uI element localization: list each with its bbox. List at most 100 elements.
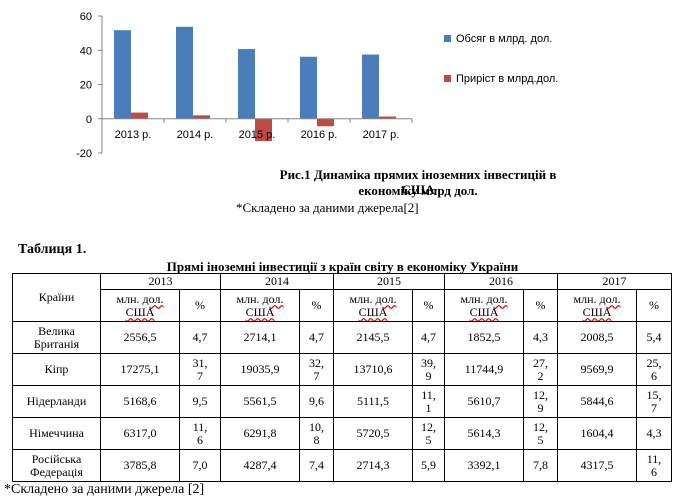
share-value-part: 6: [651, 464, 657, 479]
share-cell: 4,7: [412, 321, 445, 354]
amount-cell: 17275,1: [100, 353, 180, 386]
share-cell: 32, 7: [299, 353, 334, 386]
table-row: Нідерланди 5168,6 9,5 5561,5 9,6 5111,5 11, 1 56…: [12, 385, 672, 418]
share-value-part: 11,: [421, 387, 436, 402]
share-cell: 25, 6: [636, 353, 672, 386]
share-cell: 27, 2: [523, 353, 558, 386]
share-value-part: 8: [313, 432, 320, 447]
share-cell: 7,0: [179, 449, 221, 482]
unit-word: дол.: [486, 291, 508, 306]
country-cell: Велика Британія: [12, 321, 101, 354]
unit-header: млн. дол. США: [557, 289, 637, 322]
share-value-part: 2: [537, 368, 544, 383]
share-cell: 5,9: [412, 449, 445, 482]
percent-header: %: [412, 289, 445, 322]
figure-source-note: *Складено за даними джерела[2]: [236, 200, 419, 215]
share-cell: 12, 5: [523, 417, 558, 450]
unit-word: США: [245, 304, 275, 319]
unit-word: США: [582, 304, 612, 319]
share-cell: 7,8: [523, 449, 558, 482]
share-value-part: 7,4: [309, 458, 324, 472]
share-value-part: 6: [197, 432, 203, 447]
share-cell: 4,3: [523, 321, 558, 354]
amount-cell: 5720,5: [333, 417, 413, 450]
category-label: 2015 р.: [239, 129, 276, 141]
unit-header: млн. дол. США: [444, 289, 524, 322]
unit-word: млн.: [116, 291, 143, 306]
bar: [131, 112, 148, 119]
y-tick-label: 20: [80, 80, 92, 92]
country-name-part: Британія: [33, 336, 80, 351]
amount-cell: 1852,5: [444, 321, 524, 354]
percent-header: %: [636, 289, 672, 322]
share-value-part: 12,: [421, 419, 436, 434]
share-value-part: 6: [651, 368, 657, 383]
unit-word: США: [358, 304, 388, 319]
bar: [193, 115, 210, 119]
share-value-part: 7: [313, 368, 320, 383]
y-tick-label: 60: [80, 11, 92, 23]
country-name-part: Нідерланди: [26, 394, 87, 408]
share-cell: 10, 8: [299, 417, 334, 450]
country-name-part: Велика: [38, 323, 75, 338]
country-cell: Кіпр: [12, 353, 101, 386]
category-label: 2014 р.: [177, 129, 214, 141]
share-value-part: 7,0: [192, 458, 208, 472]
unit-word: млн.: [349, 291, 376, 306]
share-value-part: 12,: [533, 419, 548, 434]
table-source-note: *Складено за даними джерела [2]: [4, 482, 205, 497]
category-label: 2013 р.: [115, 129, 152, 141]
share-value-part: 5: [425, 432, 432, 447]
amount-cell: 3785,8: [100, 449, 180, 482]
share-value-part: 12,: [533, 387, 548, 402]
share-value-part: 9: [425, 368, 432, 383]
percent-header: %: [299, 289, 334, 322]
share-value-part: 4,7: [192, 330, 208, 344]
investment-bar-chart: -20 0 20 40 60 2013 р. 2014 р. 2015 р. 2016 р. 20…: [76, 11, 558, 160]
percent-header: %: [179, 289, 221, 322]
year-header: 2017: [557, 273, 672, 290]
share-value-part: 4,7: [421, 330, 436, 344]
share-value-part: 1: [425, 400, 432, 415]
amount-cell: 13710,6: [333, 353, 413, 386]
table-title: Прямі іноземні інвестиції з країн світу …: [166, 259, 519, 274]
year-header: 2015: [333, 273, 445, 290]
legend-swatch: [444, 35, 451, 42]
unit-word: дол.: [599, 291, 621, 306]
amount-cell: 2145,5: [333, 321, 413, 354]
share-value-part: 25,: [646, 355, 662, 370]
amount-cell: 4287,4: [220, 449, 300, 482]
figure-caption-line2: США: [401, 182, 435, 197]
unit-word: млн.: [460, 291, 487, 306]
category-label: 2017 р.: [363, 129, 400, 141]
share-cell: 11, 1: [412, 385, 445, 418]
unit-word: США: [125, 304, 155, 319]
bar: [176, 26, 193, 119]
share-value-part: 11,: [192, 419, 208, 434]
year-header: 2014: [220, 273, 334, 290]
share-cell: 12, 5: [412, 417, 445, 450]
country-cell: Нідерланди: [12, 385, 101, 418]
legend-entry: Обсяг в млрд. дол.: [456, 33, 552, 45]
share-value-part: 11,: [646, 451, 662, 466]
share-cell: 9,5: [179, 385, 221, 418]
bar: [379, 116, 396, 119]
share-cell: 5,4: [636, 321, 672, 354]
bar: [300, 56, 317, 119]
legend-swatch: [444, 75, 451, 82]
share-cell: 39, 9: [412, 353, 445, 386]
country-header: Країни: [12, 273, 101, 322]
share-value-part: 7: [197, 368, 203, 383]
share-value-part: 31,: [192, 355, 208, 370]
table-label: Таблиця 1.: [18, 242, 87, 257]
bar: [255, 118, 272, 142]
amount-cell: 6317,0: [100, 417, 180, 450]
table-row: Кіпр 17275,1 31, 7 19035,9 32, 7 13710,6 39, 9 117…: [12, 353, 672, 386]
unit-word: дол.: [375, 291, 397, 306]
share-value-part: 9: [537, 400, 544, 415]
amount-cell: 1604,4: [557, 417, 637, 450]
plot-area: -20 0 20 40 60 2013 р. 2014 р. 2015 р. 2016 р. 20…: [76, 11, 413, 160]
share-cell: 11, 6: [179, 417, 221, 450]
share-cell: 4,7: [299, 321, 334, 354]
unit-word: млн.: [236, 291, 263, 306]
